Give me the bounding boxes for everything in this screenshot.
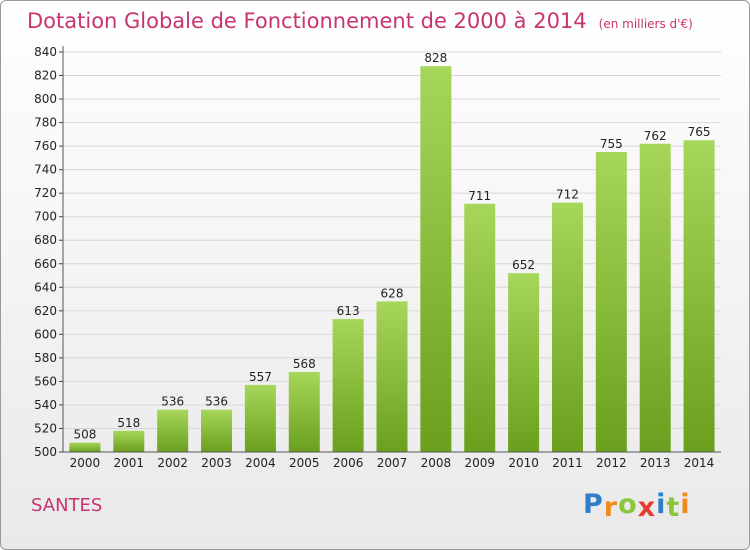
bar-value-label: 628 (381, 286, 404, 300)
logo-letter: r (603, 492, 619, 523)
x-tick-label: 2012 (596, 456, 627, 470)
bar-value-label: 613 (337, 304, 360, 318)
bars: 508 518 536 536 557 568 613 628 828 711 652 712 755 7… (69, 51, 715, 452)
y-tick-label: 580 (34, 351, 57, 365)
bar-value-label: 568 (293, 357, 316, 371)
unit-label: (en milliers d'€) (598, 17, 693, 31)
x-tick-label: 2010 (508, 456, 539, 470)
bar (551, 202, 583, 452)
logo-letter: o (618, 489, 638, 520)
bar (595, 152, 627, 452)
y-tick-label: 840 (34, 45, 57, 59)
proxiti-logo: Proxiti (583, 489, 691, 523)
y-tick-label: 560 (34, 374, 57, 388)
bar-value-label: 536 (161, 395, 184, 409)
y-tick-label: 600 (34, 327, 57, 341)
bar-value-label: 557 (249, 370, 272, 384)
bar-value-label: 712 (556, 188, 579, 202)
x-tick-label: 2003 (201, 456, 232, 470)
bar (639, 143, 671, 452)
y-tick-label: 620 (34, 304, 57, 318)
bar (420, 66, 452, 452)
y-tick-label: 660 (34, 257, 57, 271)
bar-value-label: 711 (468, 189, 491, 203)
bar-value-label: 518 (117, 416, 140, 430)
x-tick-label: 2009 (464, 456, 495, 470)
bar (244, 384, 276, 452)
x-tick-label: 2011 (552, 456, 583, 470)
bar-value-label: 652 (512, 258, 535, 272)
bar (201, 409, 233, 452)
x-tick-label: 2005 (289, 456, 320, 470)
bar-value-label: 762 (644, 129, 667, 143)
x-tick-label: 2002 (157, 456, 188, 470)
x-tick-label: 2014 (684, 456, 715, 470)
title-text: Dotation Globale de Fonctionnement de 20… (27, 9, 587, 33)
bar (376, 301, 408, 452)
x-tick-label: 2013 (640, 456, 671, 470)
logo-letter: P (583, 489, 604, 520)
bar (332, 319, 364, 452)
x-tick-label: 2008 (421, 456, 452, 470)
bar (113, 430, 145, 452)
y-tick-label: 700 (34, 210, 57, 224)
bar (69, 442, 101, 452)
y-tick-label: 680 (34, 233, 57, 247)
axes: 500 520 540 560 580 600 620 640 660 680 700 720 740 7… (34, 45, 721, 470)
bar-value-label: 765 (688, 125, 711, 139)
bar (464, 203, 496, 452)
y-tick-label: 800 (34, 92, 57, 106)
x-tick-label: 2000 (70, 456, 101, 470)
bar (508, 273, 540, 452)
y-tick-label: 780 (34, 116, 57, 130)
logo-letter: i (680, 489, 691, 520)
x-tick-label: 2001 (114, 456, 145, 470)
bar-value-label: 508 (73, 428, 96, 442)
y-tick-label: 720 (34, 186, 57, 200)
x-tick-label: 2004 (245, 456, 276, 470)
bar (288, 372, 320, 452)
logo-letter: i (656, 489, 667, 520)
y-tick-label: 760 (34, 139, 57, 153)
bar-value-label: 755 (600, 137, 623, 151)
y-tick-label: 640 (34, 280, 57, 294)
bar-value-label: 536 (205, 395, 228, 409)
x-tick-label: 2006 (333, 456, 364, 470)
bar (157, 409, 189, 452)
chart-title: Dotation Globale de Fonctionnement de 20… (27, 9, 693, 33)
logo-letter: x (637, 492, 657, 523)
y-tick-label: 740 (34, 163, 57, 177)
bar (683, 140, 715, 452)
x-tick-label: 2007 (377, 456, 408, 470)
logo-letter: t (666, 492, 681, 523)
y-tick-label: 820 (34, 69, 57, 83)
y-tick-label: 540 (34, 398, 57, 412)
bar-value-label: 828 (424, 51, 447, 65)
y-tick-label: 520 (34, 421, 57, 435)
y-tick-label: 500 (34, 445, 57, 459)
commune-name: SANTES (31, 495, 103, 516)
